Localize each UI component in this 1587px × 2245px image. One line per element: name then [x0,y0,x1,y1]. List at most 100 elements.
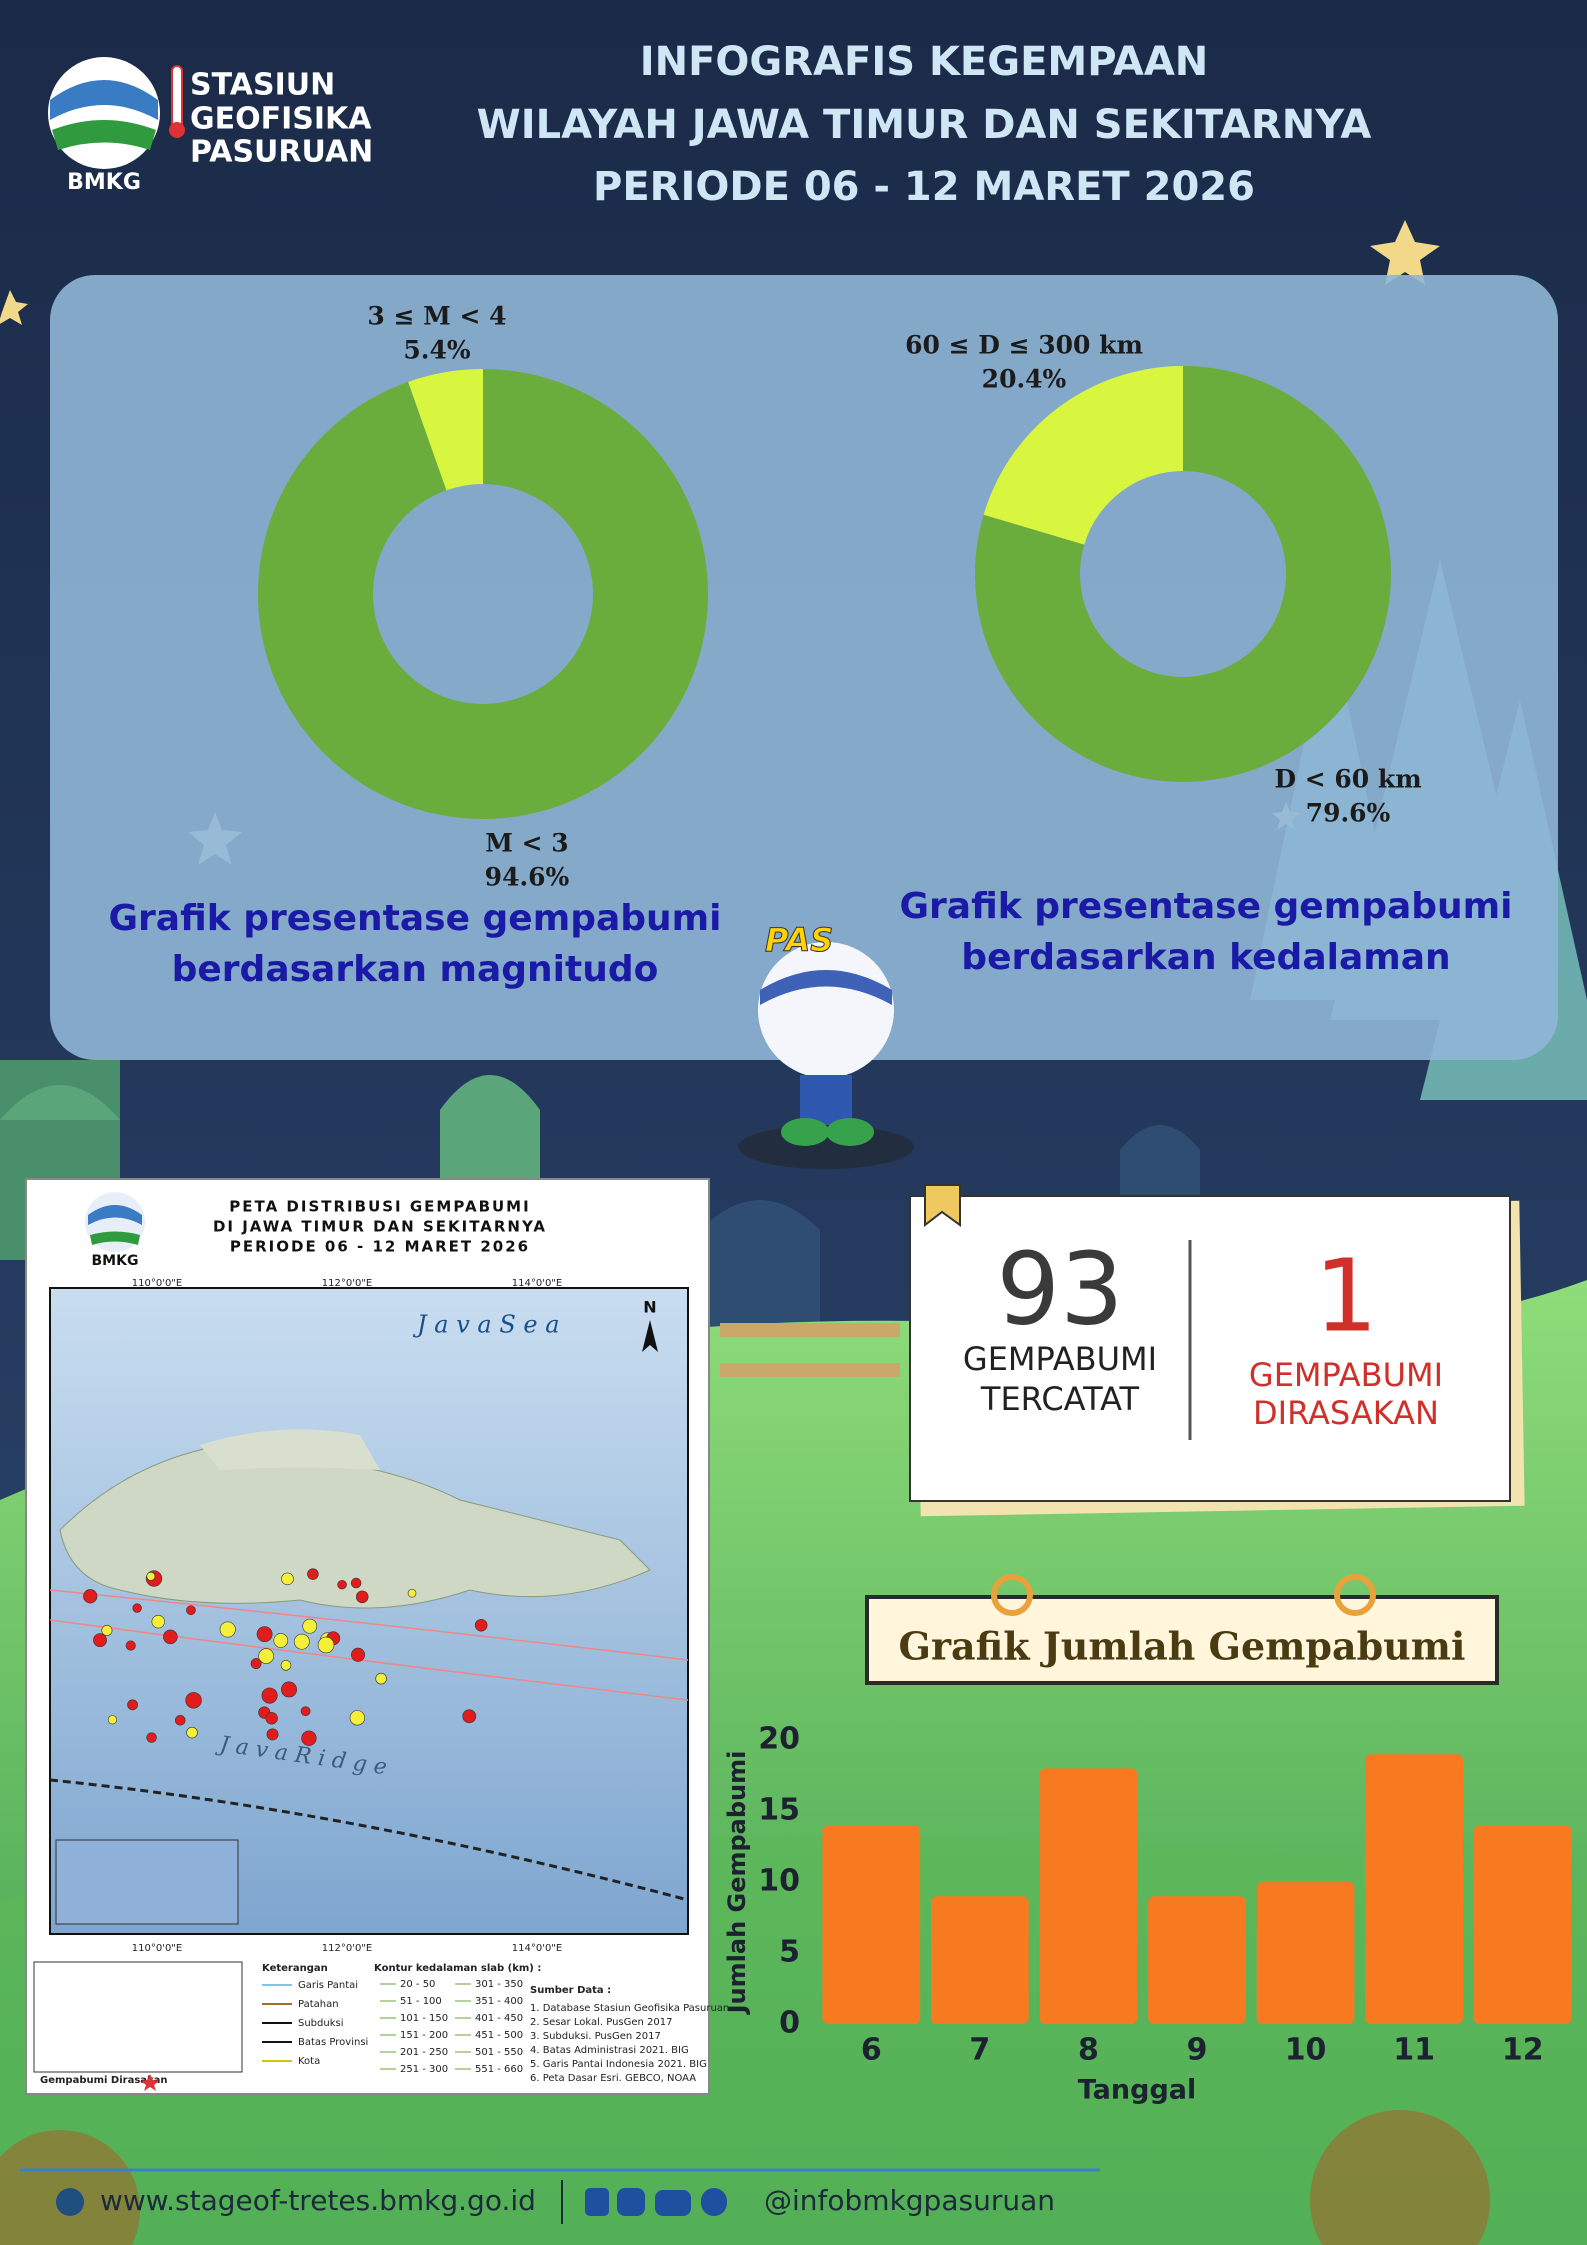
map-dot [273,1633,289,1648]
contour-item: 501 - 550 [475,2047,523,2058]
pie-slice [258,369,709,820]
slice-value: 94.6% [485,863,570,892]
map-title: PERIODE 06 - 12 MARET 2026 [230,1238,530,1256]
bar-chart-title: Grafik Jumlah Gempabumi [899,1624,1466,1669]
map-dot [300,1706,311,1717]
map-dot [93,1633,107,1647]
map-dot [337,1579,347,1590]
pie-title: Grafik presentase gempabumi [108,898,721,939]
slice-category: 3 ≤ M < 4 [367,302,506,331]
mascot-label: PAS [765,921,833,959]
source-item: 2. Sesar Lokal. PusGen 2017 [530,2017,673,2028]
lon-label: 110°0'0"E [132,1943,182,1954]
map-logo-text: BMKG [92,1253,139,1269]
map-dot [146,1571,156,1581]
map-dot [350,1577,362,1589]
x-tick-label: 7 [969,2033,990,2068]
source-item: 1. Database Stasiun Geofisika Pasuruan [530,2003,729,2014]
map-title: DI JAWA TIMUR DAN SEKITARNYA [213,1218,547,1236]
pie-slice [408,369,483,491]
map-dot [349,1710,365,1726]
contour-item: 20 - 50 [400,1979,435,1990]
y-tick-label: 0 [779,2006,800,2041]
slice-category: M < 3 [485,829,568,858]
bar-chart: 0 5 10 15 20 6 7 8 9 10 11 12 Tanggal Jumlah Gempabum… [723,1722,1572,2106]
earthquake-map: BMKG PETA DISTRIBUSI GEMPABUMI DI JAWA T… [25,1178,729,2095]
slice-value: 5.4% [403,336,470,365]
legend-item: Kota [298,2056,320,2067]
source-item: 6. Peta Dasar Esri. GEBCO, NOAA [530,2073,696,2084]
map-dot [186,1726,198,1739]
x-tick-label: 6 [861,2033,882,2068]
contour-item: 101 - 150 [400,2013,448,2024]
page-title: PERIODE 06 - 12 MARET 2026 [593,164,1255,210]
map-dot [185,1692,202,1709]
felt-count: 1 [1314,1237,1378,1354]
org-name: GEOFISIKA [190,102,372,137]
legend-item: Subduksi [298,2018,344,2029]
pie-title: berdasarkan magnitudo [172,949,659,990]
mascot: PAS [738,921,914,1169]
pie-title: berdasarkan kedalaman [961,937,1450,978]
map-dot [293,1633,310,1650]
map-dot [174,1715,186,1726]
map-dot [146,1732,157,1743]
contour-item: 151 - 200 [400,2030,448,2041]
bar [1365,1754,1463,2024]
map-dot [101,1624,113,1636]
contour-item: 551 - 660 [475,2064,523,2075]
pie-slice [983,366,1183,545]
map-dot [186,1605,196,1616]
recorded-label: GEMPABUMI [963,1340,1157,1378]
legend-item: Garis Pantai [298,1980,358,1991]
page-title: WILAYAH JAWA TIMUR DAN SEKITARNYA [477,102,1372,148]
logo-text: BMKG [67,170,141,195]
map-title: PETA DISTRIBUSI GEMPABUMI [229,1198,530,1216]
y-tick-label: 15 [758,1793,800,1828]
source-item: 3. Subduksi. PusGen 2017 [530,2031,661,2042]
map-dot [307,1568,319,1580]
map-dot [250,1658,262,1669]
map-dot [302,1618,318,1634]
bar [1039,1768,1138,2024]
lon-label: 112°0'0"E [322,1943,372,1954]
contour-item: 251 - 300 [400,2064,448,2075]
x-axis-label: Tanggal [1078,2075,1197,2106]
map-dot [151,1614,165,1629]
map-dot [351,1647,366,1662]
bar-banner: Grafik Jumlah Gempabumi [865,1574,1499,1685]
legend-felt: Gempabumi Dirasakan [40,2075,168,2086]
pie-slice [974,366,1391,782]
map-dot [355,1590,369,1604]
slice-category: 60 ≤ D ≤ 300 km [905,331,1143,360]
slice-category: D < 60 km [1274,765,1421,794]
y-axis-label: Jumlah Gempabumi [723,1751,751,2016]
bar [1473,1825,1572,2024]
map-label: J a v a S e a [412,1311,560,1339]
pie-title: Grafik presentase gempabumi [899,886,1512,927]
footer: www.stageof-tretes.bmkg.go.id @infobmkgp… [20,2168,1100,2224]
contour-item: 301 - 350 [475,1979,523,1990]
org-name: PASURUAN [190,135,373,170]
map-dot [163,1629,178,1645]
x-tick-label: 8 [1078,2033,1099,2068]
pie-charts: M < 3 94.6% 3 ≤ M < 4 5.4% Grafik presentase… [108,302,1512,991]
map-dot [462,1709,477,1724]
y-tick-label: 5 [779,1935,800,1970]
map-dot [317,1636,335,1654]
recorded-label: TERCATAT [980,1380,1140,1418]
legend-heading: Keterangan [262,1963,328,1974]
lon-label: 110°0'0"E [132,1278,182,1289]
felt-label: GEMPABUMI [1249,1356,1443,1394]
slice-value: 20.4% [982,365,1067,394]
contour-item: 51 - 100 [400,1996,442,2007]
legend-item: Batas Provinsi [298,2037,368,2048]
lon-label: 112°0'0"E [322,1278,372,1289]
contour-item: 351 - 400 [475,1996,523,2007]
bar [931,1896,1029,2024]
x-tick-label: 9 [1187,2033,1208,2068]
bar [1148,1896,1246,2024]
lon-label: 114°0'0"E [512,1278,562,1289]
source-item: 4. Batas Administrasi 2021. BIG [530,2045,689,2056]
north-arrow: N [643,1298,656,1317]
